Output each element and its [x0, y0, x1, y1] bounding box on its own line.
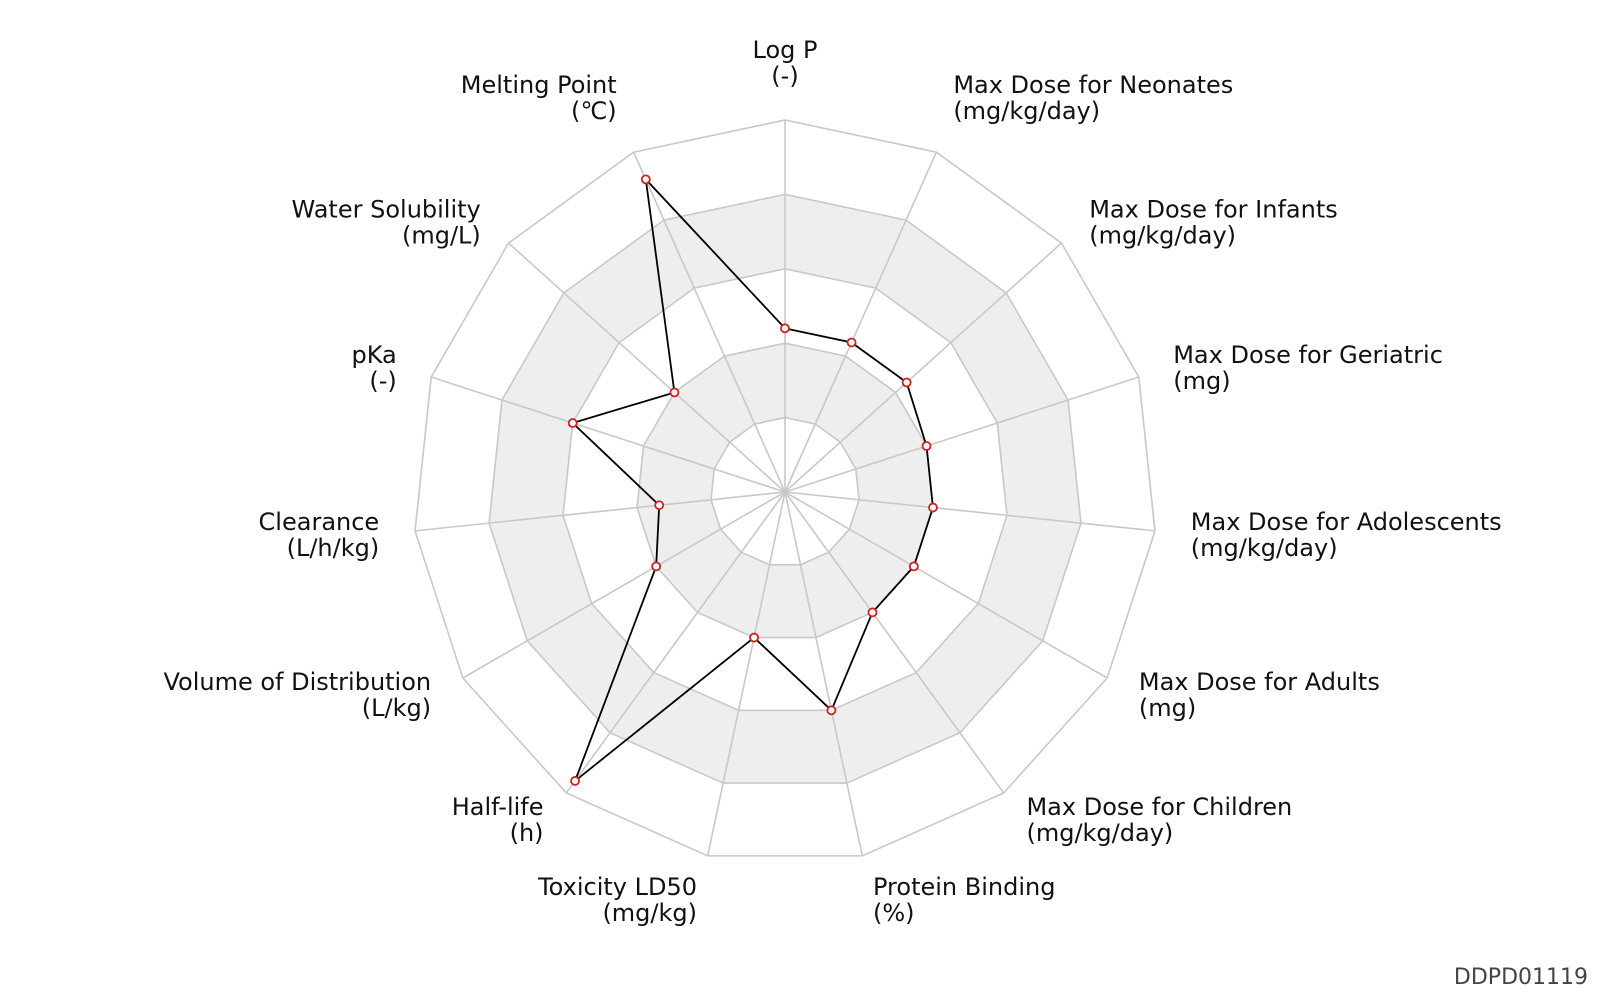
axis-label-name: Max Dose for Geriatric [1173, 341, 1443, 369]
axis-label-unit: (mg/L) [402, 222, 481, 250]
radar-spoke-5 [784, 491, 1156, 532]
radar-spoke-15 [632, 151, 786, 493]
axis-label-unit: (%) [873, 899, 915, 927]
radar-point-9 [749, 632, 759, 643]
radar-point-6 [908, 561, 919, 572]
radar-ring-4 [488, 193, 1082, 784]
radar-point-10 [570, 776, 580, 786]
radar-point-7 [867, 607, 878, 618]
radar-ring-2 [636, 342, 934, 639]
axis-label-unit: (℃) [571, 97, 617, 125]
axis-label-13: pKa (-) [352, 341, 397, 395]
radar-spoke-10 [565, 491, 786, 794]
radar-point-12 [654, 500, 665, 511]
radar-grid [414, 119, 1156, 857]
axis-label-name: Water Solubility [292, 196, 481, 224]
radar-point-5 [928, 502, 938, 513]
axis-label-14: Water Solubility (mg/L) [292, 196, 481, 250]
axis-label-name: Max Dose for Children [1026, 793, 1292, 821]
radar-bands [489, 194, 1081, 784]
radar-ring-1 [710, 416, 860, 566]
axis-label-7: Max Dose for Children (mg/kg/day) [1026, 793, 1292, 847]
axis-label-unit: (h) [510, 819, 544, 847]
radar-spoke-6 [784, 491, 1108, 679]
radar-spoke-2 [784, 151, 938, 493]
axis-label-name: Max Dose for Adults [1139, 668, 1380, 696]
document-id: DDPD01119 [1453, 965, 1588, 990]
radar-spoke-3 [784, 242, 1062, 493]
radar-markers [567, 174, 938, 786]
axis-label-name: Max Dose for Adolescents [1191, 508, 1502, 536]
axis-label-name: Volume of Distribution [163, 668, 431, 696]
axis-label-name: Clearance [259, 508, 380, 536]
radar-axis-labels: Log P (-) Max Dose for Neonates (mg/kg/day)… [163, 36, 1501, 927]
radar-point-4 [921, 441, 932, 451]
radar-point-1 [780, 323, 790, 334]
axis-label-4: Max Dose for Geriatric (mg) [1173, 341, 1443, 395]
axis-label-unit: (mg/kg/day) [1089, 222, 1236, 250]
axis-label-11: Volume of Distribution (L/kg) [163, 668, 431, 722]
radar-series-line [570, 176, 934, 784]
radar-point-15 [640, 174, 651, 185]
radar-point-14 [669, 387, 680, 398]
radar-ring-3 [562, 267, 1008, 712]
axis-label-15: Melting Point (℃) [461, 71, 617, 125]
axis-label-2: Max Dose for Neonates (mg/kg/day) [953, 71, 1233, 125]
axis-label-unit: (mg) [1139, 694, 1196, 722]
radar-spoke-11 [462, 491, 786, 679]
axis-label-10: Half-life (h) [452, 793, 544, 847]
axis-label-name: Log P [753, 36, 818, 64]
axis-label-8: Protein Binding (%) [873, 873, 1055, 927]
axis-label-name: Melting Point [461, 71, 617, 99]
axis-label-3: Max Dose for Infants (mg/kg/day) [1089, 196, 1338, 250]
axis-label-unit: (-) [369, 367, 396, 395]
radar-spokes [414, 120, 1156, 857]
axis-label-9: Toxicity LD50 (mg/kg) [537, 873, 697, 927]
axis-label-unit: (mg/kg/day) [1026, 819, 1173, 847]
radar-spoke-14 [508, 242, 786, 493]
radar-point-3 [901, 377, 912, 388]
radar-spoke-12 [414, 491, 786, 532]
radar-series [570, 176, 934, 784]
radar-ring-5 [414, 119, 1156, 857]
axis-label-name: pKa [352, 341, 397, 369]
axis-label-12: Clearance (L/h/kg) [259, 508, 380, 562]
axis-label-1: Log P (-) [753, 36, 818, 90]
radar-band-1 [637, 343, 933, 638]
axis-label-name: Toxicity LD50 [537, 873, 697, 901]
axis-label-unit: (mg/kg) [602, 899, 697, 927]
axis-label-unit: (mg/kg/day) [953, 97, 1100, 125]
axis-label-unit: (mg) [1173, 367, 1230, 395]
radar-point-8 [826, 705, 837, 716]
axis-label-unit: (-) [771, 62, 798, 90]
radar-point-11 [651, 561, 662, 572]
axis-label-name: Max Dose for Infants [1089, 196, 1338, 224]
axis-label-unit: (L/kg) [362, 694, 431, 722]
radar-point-2 [846, 337, 857, 348]
axis-label-unit: (L/h/kg) [287, 534, 380, 562]
radar-spoke-9 [706, 491, 786, 857]
axis-label-name: Max Dose for Neonates [953, 71, 1233, 99]
radar-spoke-7 [784, 491, 1005, 794]
radar-point-13 [567, 418, 578, 428]
axis-label-unit: (mg/kg/day) [1191, 534, 1338, 562]
radar-spoke-8 [784, 491, 864, 857]
radar-spoke-4 [784, 376, 1140, 493]
axis-label-6: Max Dose for Adults (mg) [1139, 668, 1380, 722]
axis-label-name: Half-life [452, 793, 544, 821]
axis-label-5: Max Dose for Adolescents (mg/kg/day) [1191, 508, 1502, 562]
radar-spoke-13 [430, 376, 786, 493]
axis-label-name: Protein Binding [873, 873, 1055, 901]
